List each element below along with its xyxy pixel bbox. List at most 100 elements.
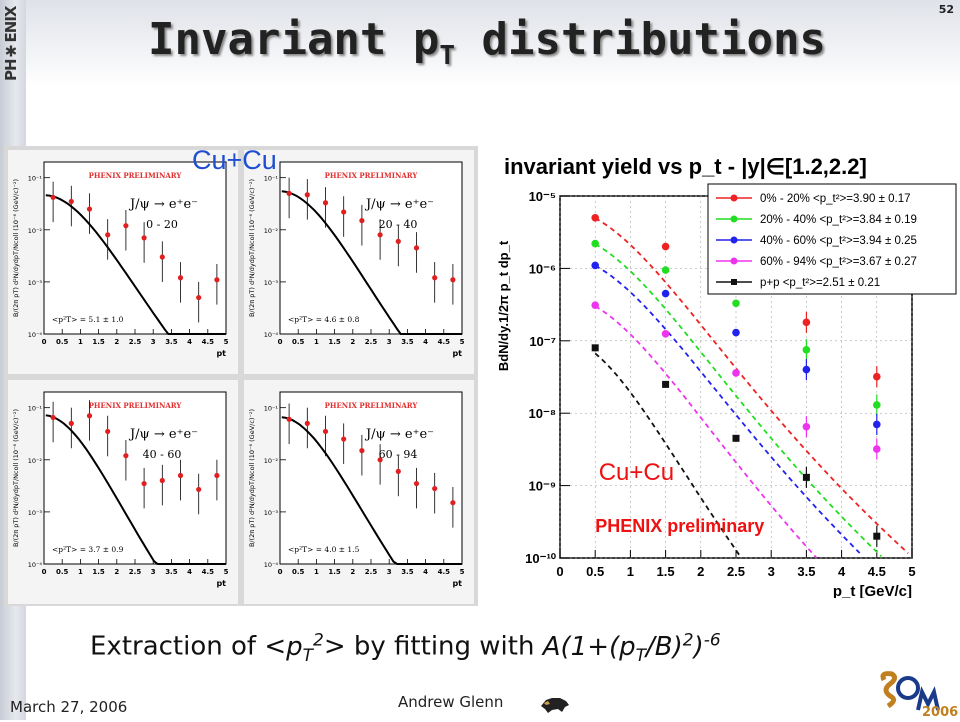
panel-x-tick-label: 2	[350, 568, 355, 576]
centrality-panel: 0 0.5 1 1.5 2 2.5 3 3.5 4 4.5 5 10⁻¹ 10⁻² 10⁻³ 10⁻⁴ pt B…	[8, 380, 238, 604]
panel-y-tick-label: 10⁻³	[264, 279, 279, 287]
legend-swatch-marker	[730, 236, 738, 244]
panel-x-tick-label: 5	[224, 338, 229, 346]
panel-data-point	[304, 192, 310, 198]
panel-data-point	[177, 472, 184, 479]
panel-y-tick-label: 10⁻⁴	[28, 331, 43, 339]
panel-data-point	[322, 200, 329, 206]
invariant-yield-chart: invariant yield vs p_t - |y|∈[1.2,2.2] 0 0…	[490, 148, 960, 600]
panel-y-tick-label: 10⁻²	[264, 227, 279, 235]
series-fit-curve	[594, 243, 882, 557]
series-data-point	[591, 239, 599, 248]
panel-x-tick-label: 1	[78, 568, 83, 576]
legend-entry-label: 60% - 94% <p_t²>=3.67 ± 0.27	[760, 256, 917, 268]
panel-x-tick-label: 3	[151, 568, 156, 576]
panel-xlabel: pt	[216, 349, 226, 358]
series-data-point	[591, 213, 599, 222]
conference-logo: 2006	[878, 670, 958, 720]
legend-swatch-marker	[731, 279, 737, 285]
panel-y-tick-label: 10⁻⁴	[264, 331, 279, 339]
panel-data-point	[359, 218, 365, 224]
series-data-point	[732, 299, 740, 308]
title-subscript: T	[439, 40, 456, 71]
panel-data-point	[141, 480, 147, 487]
panel-frame	[43, 391, 227, 565]
y-tick-label: 10⁻⁷	[529, 334, 556, 349]
panel-ylabel: B/(2π pT) d²N/dydpT/Ncoll (10⁻⁶ (GeV/c)⁻…	[12, 409, 20, 547]
panel-x-tick-label: 5	[460, 568, 465, 576]
panel-data-point	[214, 472, 220, 479]
panel-x-tick-label: 2	[114, 338, 119, 346]
buffalo-logo-icon	[541, 698, 569, 713]
title-band	[26, 0, 960, 86]
annotation-cucu: Cu+Cu	[599, 459, 674, 486]
panel-xlabel: pt	[452, 579, 462, 588]
panel-reaction: J/ψ → e⁺e⁻	[364, 197, 434, 212]
panel-data-point	[159, 477, 165, 484]
y-tick-label: 10⁻⁶	[529, 261, 556, 276]
legend-swatch-marker	[730, 215, 738, 223]
series-data-point	[732, 328, 740, 337]
panel-x-tick-label: 0.5	[56, 568, 69, 576]
series-data-point	[873, 401, 881, 409]
panel-banner: PHENIX PRELIMINARY	[325, 401, 419, 410]
centrality-panel: 0 0.5 1 1.5 2 2.5 3 3.5 4 4.5 5 10⁻¹ 10⁻² 10⁻³ 10⁻⁴ pt B…	[244, 380, 474, 604]
series-fit-curve	[594, 264, 861, 554]
centrality-panels-svg: 0 0.5 1 1.5 2 2.5 3 3.5 4 4.5 5 10⁻¹ 10⁻² 10⁻³ 10⁻⁴ pt B…	[8, 150, 474, 604]
series-data-point	[661, 266, 670, 274]
series-data-point	[591, 261, 599, 270]
panel-x-tick-label: 0.5	[292, 338, 305, 346]
panel-xlabel: pt	[452, 349, 462, 358]
panel-x-tick-label: 3.5	[165, 568, 178, 576]
panel-mean-pt2: <p²T> = 4.6 ± 0.8	[288, 315, 360, 324]
slide-title: Invariant pT distributions	[148, 14, 826, 71]
panel-reaction: J/ψ → e⁺e⁻	[128, 427, 198, 442]
panel-x-tick-label: 3	[387, 568, 392, 576]
footer-author: Andrew Glenn	[398, 693, 504, 711]
panel-ylabel: B/(2π pT) d²N/dydpT/Ncoll (10⁻⁶ (GeV/c)⁻…	[12, 179, 20, 317]
panel-data-point	[177, 275, 184, 281]
caption-sub-2: T	[635, 645, 647, 666]
series-fit-curve	[594, 352, 742, 558]
panel-x-tick-label: 0	[42, 338, 47, 346]
x-tick-label: 3	[768, 564, 775, 579]
x-tick-label: 0.5	[586, 564, 604, 579]
y-axis-label: BdN/dy.1/2π p_t dp_t	[496, 240, 511, 371]
panel-fit-curve	[45, 194, 226, 335]
panel-data-point	[68, 420, 74, 426]
panel-data-point	[105, 428, 111, 435]
series-data-point	[802, 346, 811, 354]
panel-x-tick-label: 1.5	[92, 568, 105, 576]
panel-x-tick-label: 5	[224, 568, 229, 576]
x-axis-label: p_t [GeV/c]	[833, 583, 912, 598]
caption-sup-3: -6	[703, 630, 721, 650]
panel-y-tick-label: 10⁻¹	[28, 405, 43, 413]
panel-data-point	[123, 453, 129, 459]
caption: Extraction of <pT2> by fitting with A(1+…	[90, 630, 721, 666]
caption-part-e: )	[693, 631, 704, 662]
panel-centrality: 0 - 20	[146, 218, 178, 231]
panel-x-tick-label: 1	[314, 568, 319, 576]
x-tick-label: 2.5	[727, 564, 745, 579]
legend-box	[707, 183, 957, 295]
panel-data-point	[395, 468, 401, 474]
panel-x-tick-label: 1.5	[92, 338, 105, 346]
series-data-point	[591, 301, 599, 310]
panel-centrality: 60 - 94	[379, 448, 418, 461]
series-data-point	[802, 365, 811, 374]
x-tick-label: 4	[838, 564, 846, 579]
title-main: Invariant p	[148, 14, 440, 65]
panel-x-tick-label: 4	[187, 338, 192, 346]
caption-sub-1: T	[302, 645, 314, 666]
series-data-point	[661, 289, 670, 298]
legend-entry-label: 20% - 40% <p_t²>=3.84 ± 0.19	[760, 214, 917, 226]
panel-x-tick-label: 2	[114, 568, 119, 576]
legend-swatch-marker	[730, 257, 738, 265]
series-fit-curve	[594, 217, 909, 554]
title-rest: distributions	[455, 14, 826, 65]
panel-x-tick-label: 0	[278, 338, 283, 346]
series-data-point	[591, 344, 599, 352]
panel-frame	[43, 161, 227, 335]
panel-x-tick-label: 3.5	[401, 338, 414, 346]
centrality-panel: 0 0.5 1 1.5 2 2.5 3 3.5 4 4.5 5 10⁻¹ 10⁻² 10⁻³ 10⁻⁴ pt B…	[244, 150, 474, 374]
